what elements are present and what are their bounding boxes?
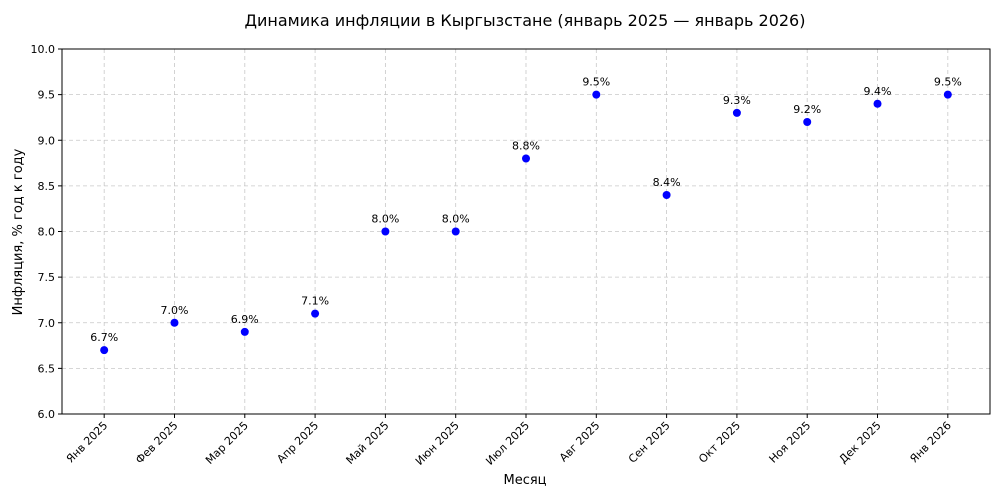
x-tick-label: Ноя 2025 [767, 419, 814, 466]
y-tick-label: 8.0 [38, 226, 56, 239]
x-tick-label: Июн 2025 [413, 419, 462, 468]
x-tick-label: Окт 2025 [696, 419, 743, 466]
y-tick-label: 10.0 [31, 43, 56, 56]
data-label: 8.4% [653, 176, 681, 189]
x-tick-label: Янв 2026 [907, 419, 954, 466]
y-tick-label: 7.0 [38, 317, 56, 330]
data-point [451, 227, 460, 236]
chart-title: Динамика инфляции в Кыргызстане (январь … [245, 11, 806, 30]
data-label: 8.0% [371, 213, 399, 226]
data-point [873, 99, 882, 108]
data-point [803, 118, 812, 126]
data-label: 8.8% [512, 140, 540, 153]
y-tick-label: 9.0 [38, 134, 56, 147]
x-tick-label: Июл 2025 [483, 419, 532, 468]
x-tick-label: Дек 2025 [837, 419, 884, 466]
data-label: 9.3% [723, 94, 751, 107]
data-point [943, 90, 952, 99]
x-axis-label: Месяц [503, 473, 546, 488]
y-tick-label: 6.5 [38, 362, 56, 375]
x-tick-label: Фев 2025 [133, 419, 181, 467]
data-label: 7.1% [301, 295, 329, 308]
data-point [662, 191, 671, 199]
y-axis-label: Инфляция, % год к году [11, 148, 26, 315]
data-point [170, 318, 179, 327]
x-tick-label: Авг 2025 [557, 419, 602, 464]
y-tick-label: 6.0 [38, 408, 56, 421]
data-label: 8.0% [442, 213, 470, 226]
data-label: 9.4% [864, 85, 892, 98]
data-label: 9.2% [793, 103, 821, 116]
y-tick-label: 9.5 [38, 89, 56, 102]
data-point [100, 346, 109, 355]
x-tick-label: Апр 2025 [274, 419, 321, 466]
y-tick-label: 8.5 [38, 180, 56, 193]
x-tick-label: Сен 2025 [626, 419, 673, 466]
y-tick-label: 7.5 [38, 271, 56, 284]
data-label: 6.7% [90, 331, 118, 344]
data-point [522, 154, 530, 163]
x-tick-label: Янв 2025 [64, 419, 111, 466]
data-point [732, 108, 741, 117]
data-label: 9.5% [934, 76, 962, 89]
x-tick-label: Май 2025 [344, 419, 392, 467]
data-point [381, 227, 390, 236]
data-point [592, 90, 601, 99]
data-label: 6.9% [231, 313, 259, 326]
data-label: 7.0% [161, 304, 189, 317]
plot-frame [61, 48, 991, 415]
data-label: 9.5% [582, 76, 610, 89]
data-point [240, 327, 249, 336]
x-tick-label: Мар 2025 [203, 419, 251, 467]
data-point [311, 309, 320, 318]
